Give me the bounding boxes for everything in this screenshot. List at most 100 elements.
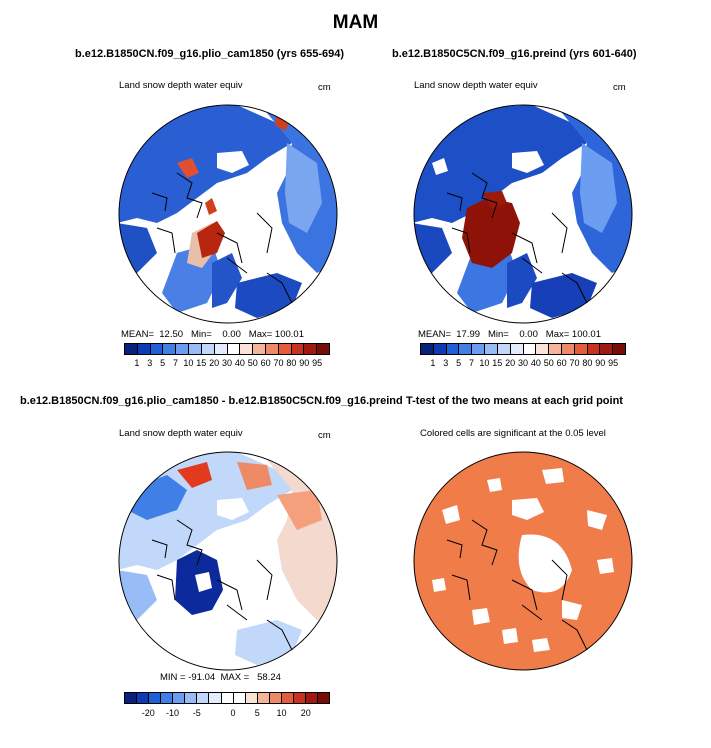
colorbar-diff-swatch — [269, 693, 282, 703]
colorbar-preind-tick-label: 10 — [479, 358, 490, 368]
colorbar-preind-swatch — [497, 344, 511, 354]
colorbar-diff-swatch — [137, 693, 150, 703]
colorbar-diff-tick-label: -20 — [141, 708, 155, 718]
colorbar-diff-swatch — [173, 693, 186, 703]
colorbar-diff-swatch — [209, 693, 222, 703]
colorbar-plio-swatch — [125, 344, 138, 354]
colorbar-diff-tick-label: 5 — [254, 708, 260, 718]
map-significance — [413, 451, 633, 671]
colorbar-diff-swatch — [125, 693, 138, 703]
units-label-preind: cm — [613, 82, 626, 93]
colorbar-preind-tick-label: 1 — [430, 358, 436, 368]
colorbar-labels-preind: 1 3 5 7 10 15 20 30 40 50 60 70 80 90 95 — [420, 358, 626, 370]
colorbar-preind — [420, 343, 626, 355]
colorbar-preind-tick-label: 50 — [543, 358, 554, 368]
colorbar-plio-swatch — [291, 344, 305, 354]
colorbar-preind-tick-label: 3 — [443, 358, 449, 368]
colorbar-plio-swatch — [137, 344, 151, 354]
colorbar-plio-swatch — [201, 344, 215, 354]
colorbar-preind-tick-label: 40 — [530, 358, 541, 368]
var-label-preind: Land snow depth water equiv — [414, 80, 538, 91]
colorbar-diff-tick-label: 20 — [300, 708, 311, 718]
panel-title-ttest: T-test of the two means at each grid poi… — [406, 395, 623, 407]
colorbar-diff-swatch — [197, 693, 210, 703]
colorbar-labels-difference: -20 -10 -5 0 5 10 20 — [124, 708, 330, 720]
colorbar-preind-tick-label: 70 — [569, 358, 580, 368]
colorbar-plio-swatch — [265, 344, 279, 354]
stats-plio: MEAN= 12.50 Min= 0.00 Max= 100.01 — [121, 329, 304, 340]
colorbar-plio-swatch — [150, 344, 164, 354]
colorbar-diff-tick-label: -10 — [165, 708, 179, 718]
var-label-ttest: Colored cells are significant at the 0.0… — [420, 428, 606, 439]
colorbar-preind-swatch — [574, 344, 588, 354]
colorbar-plio-tick-label: 20 — [209, 358, 220, 368]
colorbar-preind-tick-label: 90 — [595, 358, 606, 368]
colorbar-diff-swatch — [305, 693, 318, 703]
colorbar-diff-swatch — [149, 693, 162, 703]
colorbar-preind-swatch — [433, 344, 447, 354]
colorbar-diff-swatch — [281, 693, 294, 703]
colorbar-preind-tick-label: 80 — [582, 358, 593, 368]
panel-title-plio: b.e12.B1850CN.f09_g16.plio_cam1850 (yrs … — [75, 48, 345, 60]
colorbar-preind-tick-label: 95 — [608, 358, 619, 368]
colorbar-diff-tick-label: -5 — [192, 708, 201, 718]
var-label-difference: Land snow depth water equiv — [119, 428, 243, 439]
colorbar-plio-tick-label: 3 — [147, 358, 153, 368]
colorbar-plio-swatch — [278, 344, 292, 354]
colorbar-plio-swatch — [163, 344, 177, 354]
colorbar-preind-swatch — [421, 344, 434, 354]
colorbar-plio-tick-label: 30 — [221, 358, 233, 368]
colorbar-diff-swatch — [245, 693, 258, 703]
colorbar-plio-tick-label: 10 — [183, 358, 194, 368]
map-plio-snow-depth — [118, 104, 338, 324]
var-label-plio: Land snow depth water equiv — [119, 80, 243, 91]
colorbar-plio-tick-label: 50 — [247, 358, 258, 368]
panel-title-preind: b.e12.B1850C5CN.f09_g16.preind (yrs 601-… — [392, 48, 637, 60]
colorbar-preind-tick-label: 20 — [505, 358, 516, 368]
colorbar-plio-swatch — [214, 344, 228, 354]
colorbar-preind-swatch — [523, 344, 537, 354]
colorbar-plio-swatch — [227, 344, 241, 354]
map-preind-snow-depth — [413, 104, 633, 324]
units-label-plio: cm — [318, 82, 331, 93]
colorbar-plio-tick-label: 90 — [299, 358, 310, 368]
colorbar-plio-tick-label: 1 — [134, 358, 140, 368]
colorbar-plio — [124, 343, 330, 355]
units-label-difference: cm — [318, 430, 331, 441]
colorbar-preind-tick-label: 15 — [492, 358, 503, 368]
colorbar-preind-swatch — [485, 344, 498, 354]
colorbar-plio-tick-label: 40 — [234, 358, 245, 368]
colorbar-preind-swatch — [446, 344, 460, 354]
season-title: MAM — [332, 12, 379, 33]
colorbar-preind-swatch — [472, 344, 486, 354]
colorbar-preind-tick-label: 5 — [456, 358, 462, 368]
panel-title-difference: b.e12.B1850CN.f09_g16.plio_cam1850 - b.e… — [20, 395, 403, 407]
colorbar-diff-swatch — [161, 693, 174, 703]
colorbar-diff-tick-label: 0 — [230, 708, 236, 718]
colorbar-plio-tick-label: 5 — [160, 358, 166, 368]
colorbar-preind-swatch — [587, 344, 601, 354]
colorbar-plio-swatch — [317, 344, 329, 354]
colorbar-diff-tick-label: 10 — [276, 708, 287, 718]
colorbar-plio-tick-label: 80 — [286, 358, 297, 368]
colorbar-preind-swatch — [536, 344, 550, 354]
colorbar-plio-tick-label: 60 — [260, 358, 271, 368]
colorbar-plio-swatch — [189, 344, 202, 354]
colorbar-plio-tick-label: 70 — [273, 358, 284, 368]
colorbar-preind-swatch — [510, 344, 524, 354]
colorbar-diff-swatch — [318, 693, 330, 703]
colorbar-plio-tick-label: 95 — [312, 358, 323, 368]
colorbar-preind-tick-label: 7 — [468, 358, 475, 368]
stats-preind: MEAN= 17.99 Min= 0.00 Max= 100.01 — [418, 329, 601, 340]
colorbar-plio-swatch — [253, 344, 266, 354]
colorbar-labels-plio: 1 3 5 7 10 15 20 30 40 50 60 70 80 90 95 — [124, 358, 330, 370]
colorbar-plio-swatch — [304, 344, 318, 354]
colorbar-plio-swatch — [240, 344, 254, 354]
colorbar-preind-swatch — [600, 344, 614, 354]
colorbar-preind-swatch — [561, 344, 575, 354]
colorbar-preind-tick-label: 60 — [556, 358, 567, 368]
colorbar-difference — [124, 692, 330, 704]
colorbar-diff-swatch — [185, 693, 198, 703]
colorbar-preind-swatch — [459, 344, 473, 354]
colorbar-preind-swatch — [613, 344, 625, 354]
